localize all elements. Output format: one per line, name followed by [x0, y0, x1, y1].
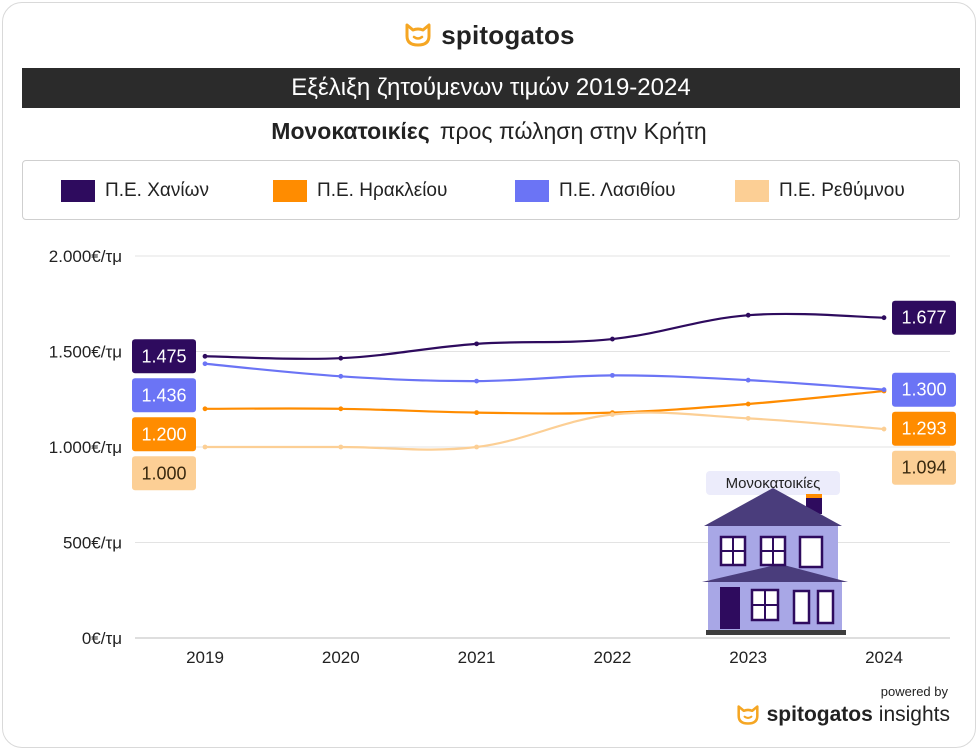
- brand-name: spitogatos: [441, 19, 575, 50]
- data-point-heraklion: [745, 401, 751, 407]
- chart-subtitle: Μονοκατοικίες προς πώληση στην Κρήτη: [0, 114, 978, 148]
- value-label-lasithi: 1.436: [141, 385, 186, 405]
- value-label-chania: 1.677: [901, 308, 946, 328]
- data-point-lasithi: [338, 373, 344, 379]
- legend-swatch: [515, 180, 549, 202]
- data-point-rethymno: [338, 444, 344, 450]
- x-tick-label: 2022: [593, 648, 631, 667]
- brand-footer-insights: insights: [878, 703, 950, 726]
- data-point-lasithi: [610, 372, 615, 378]
- value-label-box-chania: [132, 339, 196, 374]
- value-label-box-chania: [892, 300, 956, 335]
- data-point-heraklion: [474, 410, 479, 416]
- house-door: [720, 587, 740, 629]
- cat-logo-icon: [737, 705, 759, 725]
- legend-item-lasithi: Π.Ε. Λασιθίου: [515, 180, 676, 202]
- x-tick-label: 2020: [322, 648, 360, 667]
- house-label: Μονοκατοικίες: [726, 475, 821, 492]
- value-label-box-heraklion: [892, 411, 956, 446]
- house-window: [816, 589, 835, 625]
- y-tick-label: 1.000€/τμ: [49, 438, 122, 457]
- y-tick-label: 1.500€/τμ: [49, 343, 122, 362]
- data-point-rethymno: [474, 444, 479, 450]
- house-window: [798, 535, 824, 569]
- value-label-rethymno: 1.094: [901, 458, 946, 478]
- x-tick-label: 2024: [865, 648, 903, 667]
- house-roof-lower: [702, 564, 848, 582]
- cat-logo-icon: [405, 23, 431, 47]
- x-tick-label: 2023: [729, 648, 767, 667]
- data-point-heraklion: [338, 406, 344, 412]
- series-line-heraklion: [204, 389, 885, 415]
- x-tick-label: 2021: [458, 648, 496, 667]
- legend-swatch: [273, 180, 307, 202]
- legend-item-chania: Π.Ε. Χανίων: [61, 180, 209, 202]
- value-label-box-heraklion: [132, 417, 196, 452]
- series-line-rethymno: [205, 411, 885, 451]
- subtitle-strong: Μονοκατοικίες: [271, 117, 430, 144]
- brand-footer: spitogatos insights: [735, 700, 950, 730]
- value-label-rethymno: 1.000: [141, 463, 186, 483]
- value-label-chania: 1.475: [141, 346, 186, 366]
- powered-by: powered by: [880, 684, 948, 699]
- value-label-heraklion: 1.200: [141, 424, 186, 444]
- series-line-lasithi: [204, 362, 885, 391]
- x-tick-label: 2019: [186, 648, 224, 667]
- data-point-heraklion: [202, 406, 208, 412]
- data-point-chania: [202, 353, 208, 359]
- legend-label: Π.Ε. Λασιθίου: [559, 180, 676, 201]
- data-point-chania: [881, 315, 887, 321]
- subtitle-rest: προς πώληση στην Κρήτη: [439, 117, 707, 144]
- data-point-chania: [338, 355, 344, 361]
- data-point-chania: [610, 336, 615, 342]
- data-point-lasithi: [745, 377, 751, 383]
- house-illustration: Μονοκατοικίες: [702, 471, 848, 635]
- value-label-lasithi: 1.300: [901, 380, 946, 400]
- brand-header: spitogatos: [0, 18, 978, 52]
- legend-label: Π.Ε. Ηρακλείου: [317, 180, 448, 201]
- house-chimney-cap: [806, 494, 822, 498]
- data-point-rethymno: [202, 444, 208, 450]
- data-point-lasithi: [474, 378, 479, 384]
- y-tick-label: 0€/τμ: [82, 629, 122, 648]
- house-ground: [706, 630, 846, 635]
- legend-swatch: [61, 180, 95, 202]
- data-point-rethymno: [610, 412, 615, 417]
- house-label-bg: [706, 471, 840, 495]
- data-point-chania: [474, 341, 479, 347]
- chart-title: Εξέλιξη ζητούμενων τιμών 2019-2024: [22, 68, 960, 108]
- legend: Π.Ε. Χανίων Π.Ε. Ηρακλείου Π.Ε. Λασιθίου…: [22, 160, 960, 220]
- data-point-rethymno: [745, 415, 751, 421]
- legend-item-rethymno: Π.Ε. Ρεθύμνου: [735, 180, 905, 202]
- value-label-box-rethymno: [132, 456, 196, 491]
- house-roof-upper: [704, 488, 842, 526]
- value-label-box-lasithi: [892, 372, 956, 407]
- data-point-lasithi: [202, 361, 208, 367]
- value-label-box-lasithi: [132, 378, 196, 413]
- series-line-chania: [204, 312, 885, 360]
- data-point-lasithi: [881, 387, 887, 393]
- brand-footer-name: spitogatos: [766, 703, 873, 726]
- value-label-box-rethymno: [892, 450, 956, 485]
- data-point-chania: [745, 312, 751, 318]
- legend-label: Π.Ε. Ρεθύμνου: [779, 180, 905, 201]
- legend-item-heraklion: Π.Ε. Ηρακλείου: [273, 180, 447, 202]
- legend-label: Π.Ε. Χανίων: [105, 180, 209, 201]
- y-tick-label: 500€/τμ: [63, 534, 122, 553]
- house-window: [792, 589, 811, 625]
- y-tick-label: 2.000€/τμ: [49, 247, 122, 266]
- value-label-heraklion: 1.293: [901, 419, 946, 439]
- data-point-rethymno: [881, 426, 887, 432]
- legend-swatch: [735, 180, 769, 202]
